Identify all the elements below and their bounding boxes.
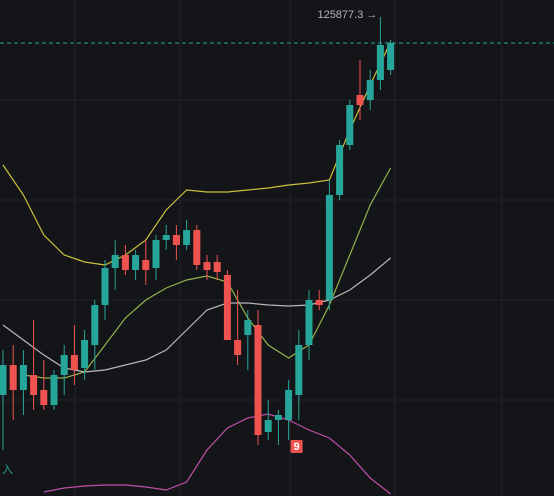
candle-body: [366, 80, 374, 100]
side-label: 入: [2, 464, 13, 476]
candle-body: [101, 268, 109, 305]
indicator-line: [43, 413, 391, 495]
candle-body: [203, 262, 211, 270]
candle-body: [387, 43, 395, 70]
candle-body: [9, 365, 17, 390]
candle-body: [234, 340, 242, 355]
candle-body: [81, 340, 89, 368]
candle-body: [132, 255, 140, 270]
candle-body: [40, 390, 48, 405]
candle-body: [0, 365, 7, 395]
candle-body: [121, 255, 129, 270]
candle-body: [213, 262, 221, 272]
candle-body: [254, 325, 262, 435]
candle-body: [244, 320, 252, 335]
candle-body: [264, 420, 272, 432]
candle-body: [91, 305, 99, 345]
candle-body: [346, 105, 354, 145]
candle-body: [183, 230, 191, 245]
indicator-line: [2, 41, 392, 266]
candle-body: [295, 345, 303, 395]
candle-body: [19, 365, 27, 390]
signal-box: [290, 440, 303, 453]
candle-body: [356, 95, 364, 105]
candle-body: [315, 300, 323, 305]
candle-body: [193, 230, 201, 265]
candle-body: [336, 145, 344, 195]
candle-body: [172, 235, 180, 245]
signal-label: 9: [294, 441, 300, 453]
candle-body: [325, 195, 333, 300]
candle-body: [274, 415, 282, 420]
candle-body: [142, 260, 150, 270]
candle-body: [285, 390, 293, 420]
candle-body: [223, 275, 231, 340]
high-label: 125877.3 →: [317, 9, 377, 21]
candle-body: [30, 375, 38, 395]
candle-body: [60, 355, 68, 375]
candle-body: [111, 255, 119, 268]
candle-body: [376, 45, 384, 80]
candle-body: [152, 240, 160, 268]
candle-body: [70, 355, 78, 370]
candle-body: [162, 235, 170, 240]
candle-body: [50, 375, 58, 405]
candle-body: [305, 300, 313, 345]
